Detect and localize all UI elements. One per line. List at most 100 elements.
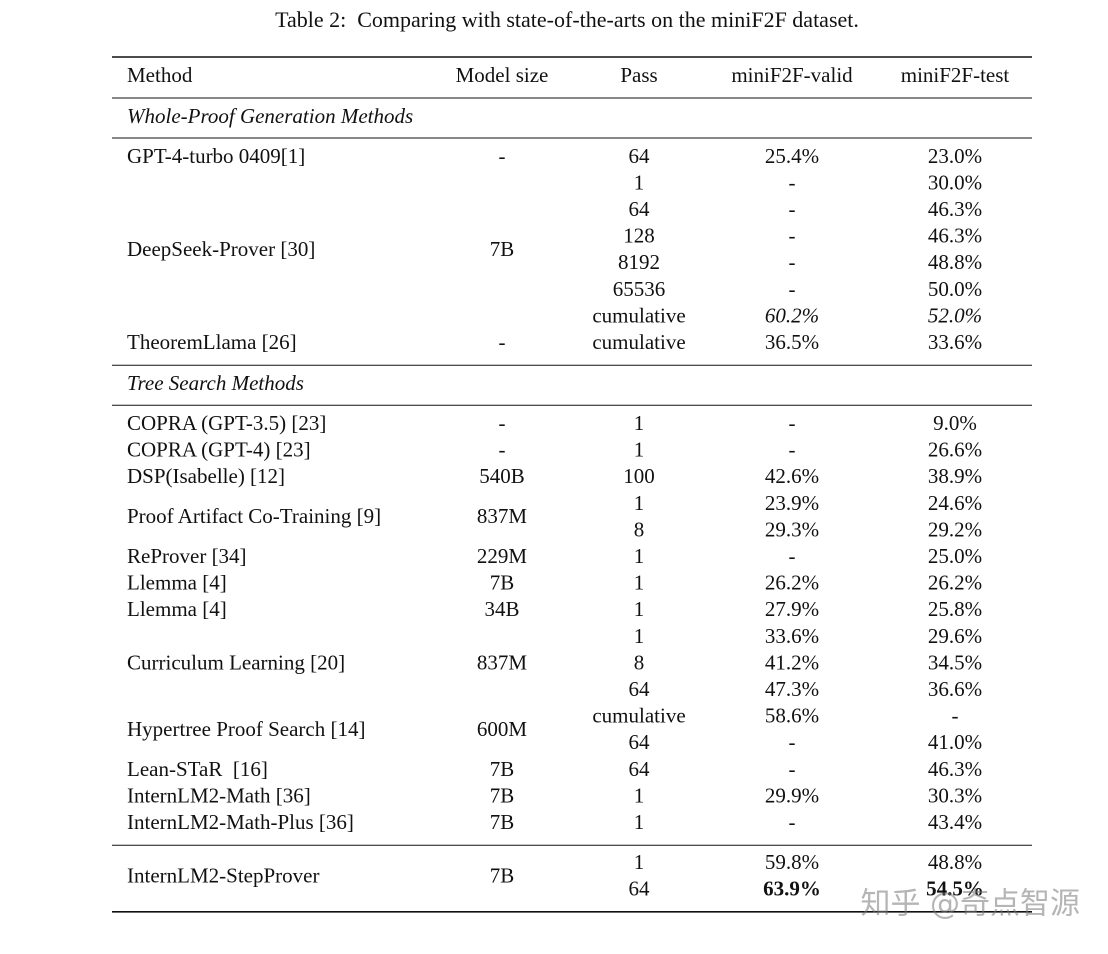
data-cell: -: [789, 250, 796, 274]
size-cell: 540B: [479, 464, 525, 488]
data-cell: 1: [634, 170, 645, 194]
method-cell: InternLM2-StepProver: [127, 863, 319, 887]
data-cell: 8192: [618, 250, 660, 274]
method-cell: COPRA (GPT-3.5) [23]: [127, 411, 326, 435]
method-cell: ReProver [34]: [127, 544, 247, 568]
data-cell: 64: [629, 877, 651, 901]
data-cell: 34.5%: [928, 650, 982, 674]
size-cell: 7B: [490, 810, 515, 834]
data-cell: -: [789, 438, 796, 462]
data-cell: -: [789, 224, 796, 248]
data-cell: -: [789, 411, 796, 435]
data-cell: -: [952, 704, 959, 728]
data-cell: 26.6%: [928, 438, 982, 462]
data-cell: 41.0%: [928, 730, 982, 754]
data-cell: 23.0%: [928, 144, 982, 168]
data-cell: 1: [634, 850, 645, 874]
data-cell: 46.3%: [928, 224, 982, 248]
data-cell: 23.9%: [765, 491, 819, 515]
data-cell: 26.2%: [928, 571, 982, 595]
data-cell: 64: [629, 197, 651, 221]
data-cell: 1: [634, 438, 645, 462]
data-cell: 46.3%: [928, 757, 982, 781]
data-cell: 100: [623, 464, 655, 488]
size-cell: 7B: [490, 237, 515, 261]
data-cell: 128: [623, 224, 655, 248]
data-cell: 48.8%: [928, 250, 982, 274]
data-cell: 42.6%: [765, 464, 819, 488]
header-cell: miniF2F-valid: [731, 63, 853, 87]
data-cell: 54.5%: [926, 877, 984, 901]
data-cell: 58.6%: [765, 704, 819, 728]
size-cell: -: [499, 438, 506, 462]
data-cell: 1: [634, 491, 645, 515]
size-cell: 7B: [490, 863, 515, 887]
size-cell: 7B: [490, 783, 515, 807]
header-cell: Model size: [456, 63, 549, 87]
data-cell: 1: [634, 544, 645, 568]
method-cell: Lean-STaR [16]: [127, 757, 268, 781]
data-cell: 60.2%: [765, 303, 819, 327]
data-cell: 65536: [613, 277, 666, 301]
method-cell: DeepSeek-Prover [30]: [127, 237, 315, 261]
data-cell: 25.0%: [928, 544, 982, 568]
data-cell: 38.9%: [928, 464, 982, 488]
size-cell: 34B: [484, 597, 519, 621]
data-cell: 52.0%: [928, 303, 982, 327]
size-cell: 229M: [477, 544, 528, 568]
size-cell: -: [499, 411, 506, 435]
data-cell: 47.3%: [765, 677, 819, 701]
data-cell: 1: [634, 810, 645, 834]
method-cell: DSP(Isabelle) [12]: [127, 464, 285, 488]
size-cell: -: [499, 330, 506, 354]
data-cell: cumulative: [592, 303, 685, 327]
method-cell: Hypertree Proof Search [14]: [127, 717, 366, 741]
data-cell: 43.4%: [928, 810, 982, 834]
data-cell: cumulative: [592, 704, 685, 728]
data-cell: 64: [629, 144, 651, 168]
caption: Table 2: Comparing with state-of-the-art…: [275, 7, 859, 32]
size-cell: -: [499, 144, 506, 168]
data-cell: 50.0%: [928, 277, 982, 301]
data-cell: 30.3%: [928, 783, 982, 807]
data-cell: 46.3%: [928, 197, 982, 221]
section-title: Whole-Proof Generation Methods: [127, 104, 413, 128]
data-cell: -: [789, 197, 796, 221]
method-cell: Proof Artifact Co-Training [9]: [127, 504, 381, 528]
header-cell: Method: [127, 63, 193, 87]
data-cell: 24.6%: [928, 491, 982, 515]
data-cell: 1: [634, 597, 645, 621]
header-cell: miniF2F-test: [901, 63, 1010, 87]
data-cell: 29.9%: [765, 783, 819, 807]
data-cell: 25.8%: [928, 597, 982, 621]
method-cell: Curriculum Learning [20]: [127, 650, 345, 674]
data-cell: 9.0%: [933, 411, 977, 435]
data-cell: 29.6%: [928, 624, 982, 648]
data-cell: -: [789, 730, 796, 754]
data-cell: 63.9%: [763, 877, 821, 901]
data-cell: 29.3%: [765, 517, 819, 541]
data-cell: cumulative: [592, 330, 685, 354]
size-cell: 837M: [477, 504, 528, 528]
method-cell: Llemma [4]: [127, 597, 227, 621]
data-cell: 33.6%: [765, 624, 819, 648]
data-cell: -: [789, 544, 796, 568]
method-cell: Llemma [4]: [127, 571, 227, 595]
data-cell: 64: [629, 730, 651, 754]
data-cell: 64: [629, 677, 651, 701]
data-cell: 1: [634, 411, 645, 435]
data-cell: 29.2%: [928, 517, 982, 541]
data-cell: 64: [629, 757, 651, 781]
data-cell: 25.4%: [765, 144, 819, 168]
data-cell: 36.6%: [928, 677, 982, 701]
data-cell: 33.6%: [928, 330, 982, 354]
size-cell: 7B: [490, 757, 515, 781]
data-cell: 48.8%: [928, 850, 982, 874]
method-cell: TheoremLlama [26]: [127, 330, 297, 354]
data-cell: 1: [634, 571, 645, 595]
method-cell: InternLM2-Math-Plus [36]: [127, 810, 354, 834]
data-cell: 36.5%: [765, 330, 819, 354]
size-cell: 600M: [477, 717, 528, 741]
data-cell: 8: [634, 650, 645, 674]
